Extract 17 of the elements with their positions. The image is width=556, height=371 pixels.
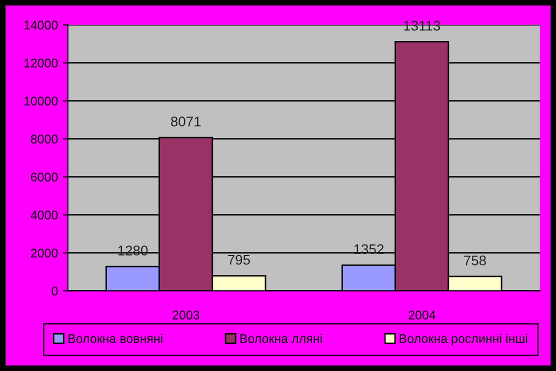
data-label: 758 — [464, 256, 486, 266]
legend-label: Волокна лляні — [240, 334, 322, 344]
y-tick-label: 12000 — [24, 58, 58, 68]
y-tick-label: 14000 — [24, 20, 58, 30]
y-tick-label: 2000 — [30, 248, 58, 258]
y-tick-label: 4000 — [30, 210, 58, 220]
x-tick-label: 2003 — [172, 310, 200, 320]
y-tick-label: 8000 — [30, 134, 58, 144]
data-label: 1352 — [354, 244, 384, 254]
y-tick-label: 0 — [52, 286, 58, 296]
x-tick-label: 2004 — [408, 310, 436, 320]
data-label: 795 — [228, 254, 250, 265]
y-tick-label: 6000 — [30, 172, 58, 182]
legend-label: Волокна вовняні — [68, 334, 162, 344]
data-label: 8071 — [171, 116, 201, 126]
legend-label: Волокна рослинні інші — [400, 334, 528, 346]
y-tick-label: 10000 — [24, 96, 58, 106]
